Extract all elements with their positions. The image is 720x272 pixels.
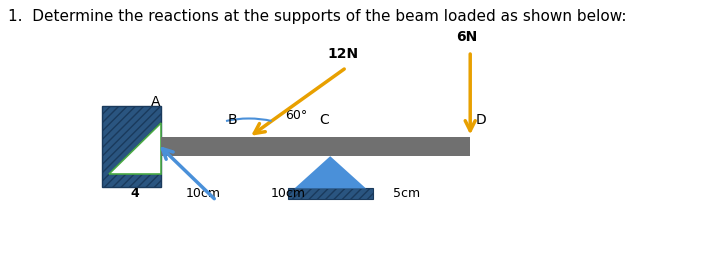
Text: 3: 3 — [168, 142, 176, 154]
Text: B: B — [228, 113, 237, 127]
Text: 5cm: 5cm — [393, 187, 420, 200]
Text: 6N: 6N — [456, 30, 477, 44]
Polygon shape — [109, 123, 161, 174]
Text: A: A — [151, 95, 161, 109]
Text: C: C — [320, 113, 329, 127]
Bar — [288, 188, 372, 199]
Bar — [161, 137, 470, 156]
Bar — [102, 106, 161, 187]
Text: D: D — [475, 113, 486, 127]
Text: 10cm: 10cm — [271, 187, 305, 200]
Text: 60°: 60° — [284, 109, 307, 122]
Text: 12N: 12N — [328, 47, 359, 61]
Text: 4: 4 — [130, 187, 139, 200]
Polygon shape — [294, 156, 366, 188]
Text: 1.  Determine the reactions at the supports of the beam loaded as shown below:: 1. Determine the reactions at the suppor… — [8, 10, 626, 24]
Text: 10cm: 10cm — [186, 187, 221, 200]
